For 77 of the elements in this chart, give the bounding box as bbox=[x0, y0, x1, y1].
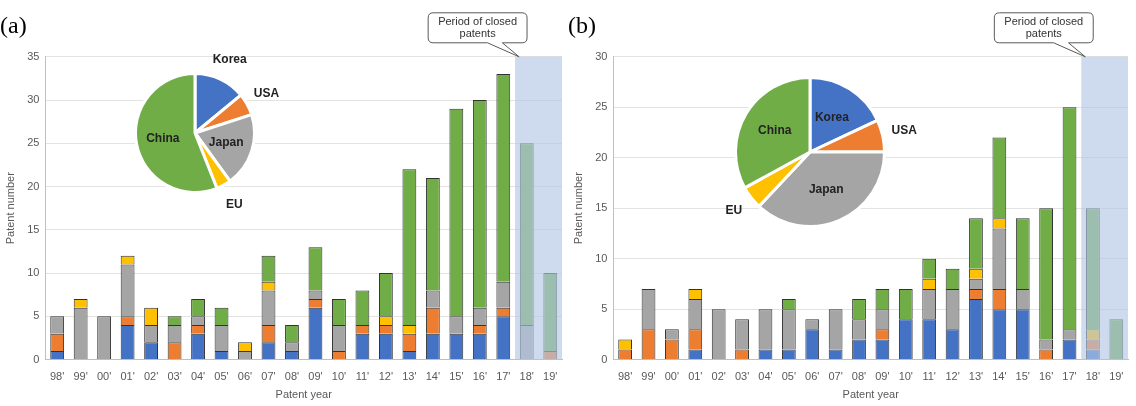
y-tick-label: 30 bbox=[595, 49, 608, 62]
slice-label: China bbox=[146, 131, 180, 146]
slice-label: China bbox=[758, 123, 792, 138]
y-tick-label: 25 bbox=[27, 136, 40, 149]
x-tick-label: 11' bbox=[355, 370, 370, 383]
x-tick-label: 17' bbox=[1062, 370, 1077, 383]
y-axis-title: Patent number bbox=[571, 171, 584, 245]
x-tick-label: 17' bbox=[496, 370, 511, 383]
x-tick-label: 05' bbox=[214, 370, 229, 383]
y-tick-label: 0 bbox=[601, 352, 608, 365]
slice-label: Japan bbox=[808, 181, 844, 196]
x-tick-label: 06' bbox=[237, 370, 253, 383]
x-tick-label: 11' bbox=[922, 370, 936, 383]
x-tick-label: 12' bbox=[378, 370, 394, 383]
x-tick-label: 98' bbox=[50, 370, 65, 383]
x-tick-label: 19' bbox=[543, 370, 558, 383]
chart-title: (b) bbox=[568, 11, 596, 38]
x-tick-label: 16' bbox=[472, 370, 487, 383]
x-tick-label: 07' bbox=[828, 370, 843, 383]
x-tick-label: 09' bbox=[308, 370, 323, 383]
band-label: Period of closed patents bbox=[1004, 14, 1084, 39]
x-tick-label: 05' bbox=[781, 370, 797, 383]
x-tick-label: 15' bbox=[1015, 370, 1030, 383]
x-tick-label: 13' bbox=[402, 370, 417, 383]
x-tick-label: 10' bbox=[898, 370, 913, 383]
x-tick-label: 16' bbox=[1038, 370, 1054, 383]
x-tick-label: 02' bbox=[711, 370, 726, 383]
x-tick-label: 02' bbox=[143, 370, 159, 383]
x-axis-title: Patent year bbox=[842, 388, 900, 401]
x-tick-label: 14' bbox=[425, 370, 441, 383]
y-axis-title: Patent number bbox=[3, 171, 16, 245]
y-tick-label: 15 bbox=[595, 201, 608, 214]
slice-label: Korea bbox=[212, 51, 248, 66]
y-tick-label: 5 bbox=[33, 309, 40, 322]
x-tick-label: 03' bbox=[734, 370, 750, 383]
x-tick-label: 03' bbox=[167, 370, 182, 383]
x-tick-label: 19' bbox=[1109, 370, 1124, 383]
x-tick-label: 99' bbox=[641, 370, 656, 383]
y-tick-label: 20 bbox=[595, 150, 608, 163]
slice-label: EU bbox=[725, 203, 743, 218]
x-tick-label: 00' bbox=[664, 370, 680, 383]
x-tick-label: 01' bbox=[120, 370, 135, 383]
y-tick-label: 10 bbox=[27, 266, 40, 279]
x-tick-label: 98' bbox=[617, 370, 633, 383]
slice-label: USA bbox=[253, 86, 280, 101]
x-tick-label: 18' bbox=[519, 370, 534, 383]
y-tick-label: 0 bbox=[33, 352, 40, 365]
x-tick-label: 14' bbox=[992, 370, 1007, 383]
x-tick-label: 13' bbox=[968, 370, 984, 383]
slice-label: EU bbox=[225, 196, 243, 211]
y-tick-label: 35 bbox=[27, 49, 40, 62]
x-tick-label: 00' bbox=[96, 370, 112, 383]
x-tick-label: 04' bbox=[758, 370, 773, 383]
y-tick-label: 20 bbox=[27, 179, 40, 192]
x-tick-label: 15' bbox=[449, 370, 464, 383]
x-tick-label: 04' bbox=[190, 370, 206, 383]
x-tick-label: 10' bbox=[331, 370, 347, 383]
y-tick-label: 5 bbox=[601, 302, 608, 315]
x-axis-title: Patent year bbox=[275, 388, 333, 401]
y-tick-label: 25 bbox=[595, 100, 608, 113]
y-tick-label: 15 bbox=[27, 222, 40, 235]
x-tick-label: 18' bbox=[1085, 370, 1101, 383]
x-tick-label: 09' bbox=[875, 370, 890, 383]
x-tick-label: 99' bbox=[73, 370, 88, 383]
y-tick-label: 10 bbox=[595, 251, 608, 264]
slice-label: Korea bbox=[814, 109, 850, 124]
x-tick-label: 08' bbox=[851, 370, 867, 383]
slice-label: Japan bbox=[208, 135, 244, 150]
x-tick-label: 06' bbox=[805, 370, 820, 383]
x-tick-label: 12' bbox=[945, 370, 960, 383]
x-tick-label: 08' bbox=[284, 370, 300, 383]
x-tick-label: 01' bbox=[688, 370, 703, 383]
band-label: Period of closed patents bbox=[438, 14, 518, 39]
x-tick-label: 07' bbox=[261, 370, 276, 383]
slice-label: USA bbox=[891, 123, 918, 138]
y-tick-label: 30 bbox=[27, 93, 40, 106]
chart-title: (a) bbox=[0, 11, 27, 38]
